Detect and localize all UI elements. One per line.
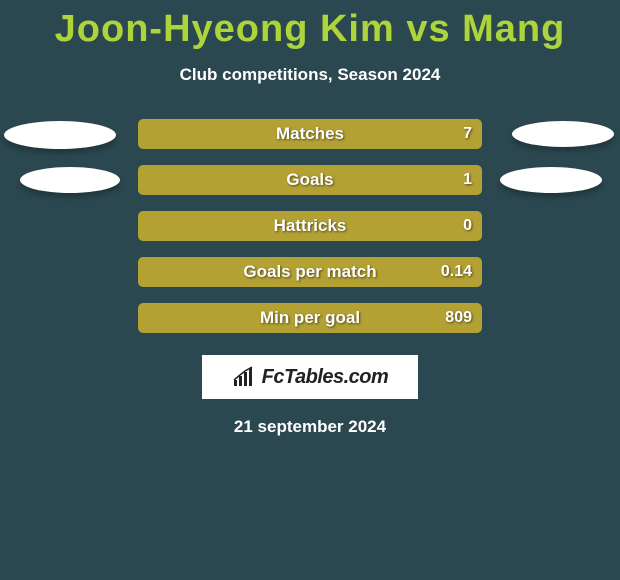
stat-bar: Hattricks 0 [138, 211, 482, 241]
brand-text: FcTables.com [262, 366, 389, 389]
left-ellipse [4, 121, 116, 149]
stat-row: Hattricks 0 [0, 205, 620, 251]
stat-bar: Matches 7 [138, 119, 482, 149]
stat-bar: Min per goal 809 [138, 303, 482, 333]
brand-box[interactable]: FcTables.com [202, 355, 418, 399]
date-text: 21 september 2024 [0, 417, 620, 437]
subtitle: Club competitions, Season 2024 [0, 65, 620, 85]
stat-value: 809 [445, 309, 472, 327]
right-ellipse [512, 121, 614, 147]
stat-value: 1 [463, 171, 472, 189]
right-ellipse [500, 167, 602, 193]
page-title: Joon-Hyeong Kim vs Mang [0, 0, 620, 51]
stat-bar: Goals per match 0.14 [138, 257, 482, 287]
stat-value: 0.14 [441, 263, 472, 281]
left-ellipse [20, 167, 120, 193]
stat-label: Min per goal [260, 308, 360, 328]
stat-row: Goals 1 [0, 159, 620, 205]
stat-label: Goals [286, 170, 333, 190]
stat-row: Matches 7 [0, 113, 620, 159]
stat-value: 0 [463, 217, 472, 235]
stat-bar: Goals 1 [138, 165, 482, 195]
stat-label: Matches [276, 124, 344, 144]
stat-row: Goals per match 0.14 [0, 251, 620, 297]
stat-row: Min per goal 809 [0, 297, 620, 343]
chart-icon [232, 366, 258, 388]
stat-label: Goals per match [243, 262, 376, 282]
stats-container: Matches 7 Goals 1 Hattricks 0 Goals per match 0… [0, 113, 620, 343]
stat-value: 7 [463, 125, 472, 143]
stat-label: Hattricks [274, 216, 347, 236]
